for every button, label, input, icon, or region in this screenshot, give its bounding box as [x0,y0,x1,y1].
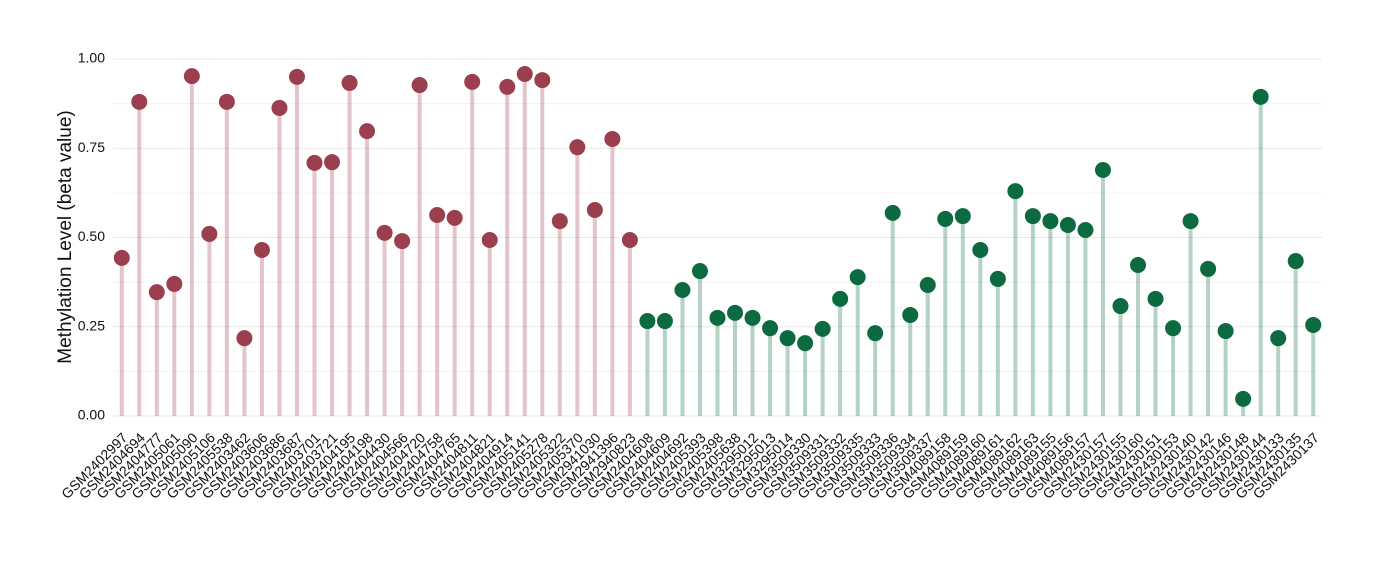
dot [1305,316,1322,333]
dot [867,325,884,342]
dot [727,304,744,321]
dot [411,77,428,94]
dot [1182,213,1199,230]
dot [1130,256,1147,273]
dot [341,74,358,91]
y-axis-title: Methylation Level (beta value) [55,110,76,363]
dot [1094,162,1111,179]
dot [709,309,726,326]
dot [253,241,270,258]
dot [271,99,288,116]
dot [1007,183,1024,200]
dot [972,241,989,258]
dot [516,65,533,82]
dot [201,225,218,242]
dot [919,276,936,293]
dot [464,73,481,90]
dot [954,208,971,225]
dot [534,72,551,89]
dot [762,320,779,337]
dot [884,204,901,221]
dot [849,269,866,286]
dot [148,284,165,301]
dot [113,249,130,266]
dot [446,209,463,226]
dot [1252,88,1269,105]
dot [306,154,323,171]
dot [499,78,516,95]
dot [604,130,621,147]
dot [394,233,411,250]
dot [166,275,183,292]
dot [1024,208,1041,225]
dot [621,231,638,248]
dot [1287,253,1304,270]
dot [674,281,691,298]
dot [551,213,568,230]
dot [324,154,341,171]
dot [1235,390,1252,407]
dot [288,68,305,85]
dot [586,202,603,219]
dot [183,68,200,85]
dot [832,290,849,307]
dot [797,335,814,352]
dot [376,224,393,241]
y-tick-label: 0.25 [78,317,105,333]
dot [744,309,761,326]
y-tick-label: 1.00 [78,50,105,66]
dot [1112,298,1129,315]
dot [359,123,376,140]
dot [691,263,708,280]
dot [569,139,586,156]
dot [779,330,796,347]
y-tick-label: 0.75 [78,139,105,155]
dot [1147,290,1164,307]
dot [902,306,919,323]
y-tick-label: 0.00 [78,407,105,423]
dot [236,330,253,347]
dot [1200,260,1217,277]
dot [989,270,1006,287]
dot [1217,323,1234,340]
dot [131,93,148,110]
dot [429,207,446,224]
dot [656,313,673,330]
dot [937,210,954,227]
y-tick-label: 0.50 [78,228,105,244]
dot [639,313,656,330]
dot [1042,213,1059,230]
dot [218,93,235,110]
dot [1270,330,1287,347]
dot [1059,217,1076,234]
dot [1077,222,1094,239]
dot [481,231,498,248]
dot [814,320,831,337]
dot [1165,320,1182,337]
